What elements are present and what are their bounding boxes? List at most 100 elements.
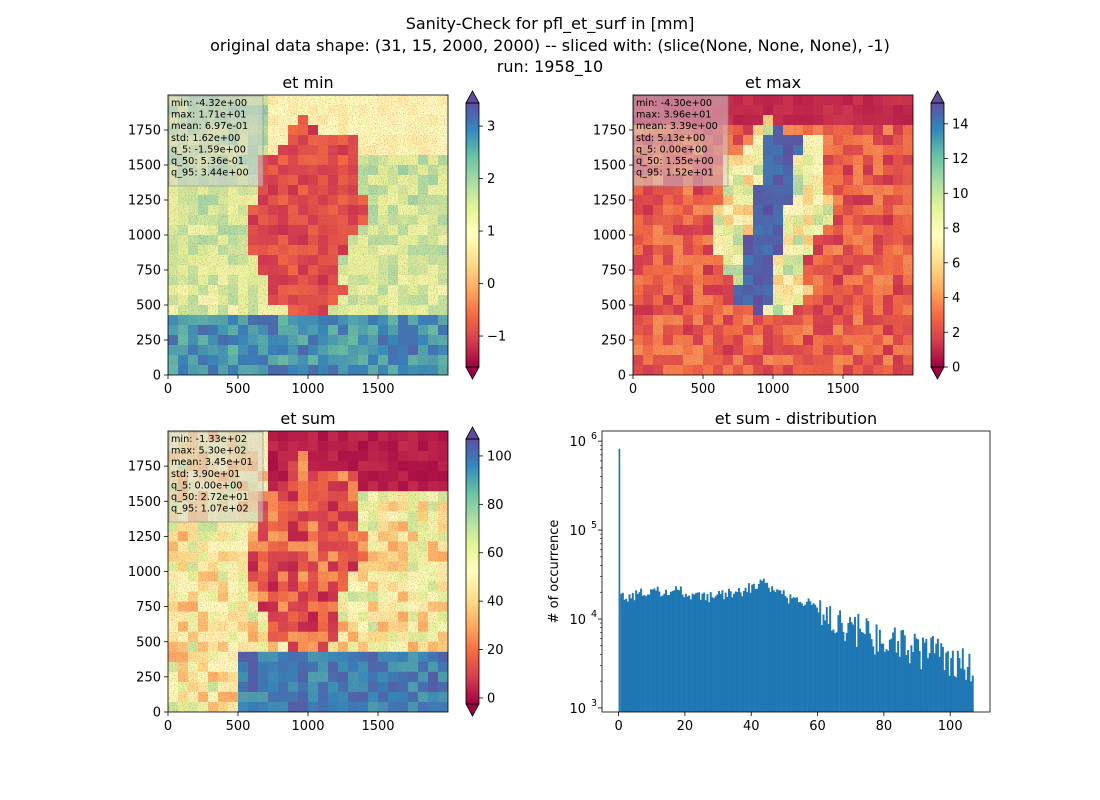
histogram-bar [832,629,835,712]
histogram-bar [936,638,939,712]
histogram-bar [726,596,729,712]
x-tick-label: 0 [614,719,622,734]
x-tick-label: 500 [226,382,251,397]
histogram-bar [860,631,863,712]
histogram-bar [820,625,823,712]
histogram-bar [817,612,820,712]
histogram-bar [862,632,865,712]
histogram-bar [958,658,961,712]
histogram-bar [688,595,691,712]
histogram-bar [943,670,946,712]
histogram-bar [885,649,888,712]
histogram-bar [746,592,749,712]
histogram-bar [971,675,974,712]
stats-line: mean: 6.97e-01 [171,121,248,132]
histogram-bar [757,583,760,712]
histogram-bar [626,601,629,712]
stats-line: q_5: -1.59e+00 [171,144,246,155]
histogram-bar [839,610,842,712]
y-tick-label: 500 [136,635,161,650]
histogram-bar [693,594,696,712]
histogram-bar [805,601,808,712]
histogram-bar [827,623,830,712]
histogram-bar [747,583,750,712]
histogram-bar [844,641,847,712]
y-tick-label: 0 [153,369,161,384]
y-tick-label: 10 [569,435,586,450]
histogram-bar [660,596,662,712]
histogram-bar [890,638,893,712]
x-tick-label: 100 [938,719,963,734]
histogram-bar [809,601,812,712]
histogram-bar [713,598,716,712]
subplot-title: et min [282,73,333,92]
histogram-bar [669,591,672,712]
x-tick-label: 1000 [291,382,324,397]
histogram-bar [800,603,803,712]
figure-title-line2: original data shape: (31, 15, 2000, 2000… [210,36,890,55]
histogram-bar [888,639,891,712]
colorbar-tick-label: 20 [487,643,504,658]
histogram-bar [930,637,933,712]
stats-line: q_95: 1.52e+01 [636,168,714,179]
histogram-bar [703,592,706,712]
histogram-bar [689,599,692,712]
histogram-bar [965,679,968,712]
histogram-bar [641,595,644,712]
stats-box [633,95,729,187]
subplot-title: et sum - distribution [715,409,877,428]
colorbar-tick-label: 6 [952,256,960,271]
histogram-bar [920,669,923,712]
stats-line: mean: 3.45e+01 [171,457,253,468]
colorbar-extend-max [465,90,480,104]
histogram-bar [842,631,845,712]
y-tick-label: 1750 [128,124,161,139]
histogram-bar [769,591,772,712]
colorbar-extend-min [465,366,480,380]
y-tick-label: 750 [136,264,161,279]
histogram-bar [751,584,754,712]
stats-line: q_50: 2.72e+01 [171,492,249,503]
colorbar-tick-label: 2 [487,172,495,187]
histogram-bar [782,590,785,712]
histogram-bar [638,592,641,712]
histogram-bar [897,641,900,712]
histogram-bar [668,594,671,712]
histogram-bar [781,593,784,712]
y-tick-label: 750 [601,264,626,279]
histogram-bar [903,635,906,712]
colorbar-tick-label: 14 [952,117,969,132]
histogram-bar [852,624,855,712]
histogram-bar [681,594,684,712]
histogram-bar [784,595,787,712]
histogram-bar [877,651,880,712]
histogram-bar [863,634,866,712]
histogram-bar [684,593,687,712]
histogram-bar [679,586,682,712]
y-tick-label: 500 [136,299,161,314]
histogram-bar [678,590,681,712]
y-tick-exponent: 6 [591,431,597,442]
y-tick-label: 1000 [128,229,161,244]
histogram-bar [648,594,651,712]
histogram-bar [819,600,822,712]
histogram-bar [744,587,747,712]
colorbar-tick-label: 12 [952,152,969,167]
x-tick-label: 1000 [291,719,324,734]
histogram-bar [651,589,654,712]
histogram-bar [913,633,916,712]
histogram-bar [850,622,853,712]
colorbar-tick-label: 0 [487,277,495,292]
histogram-bar [951,650,954,712]
y-tick-label: 10 [569,613,586,628]
y-tick-label: 10 [569,702,586,717]
histogram-bar [789,594,792,712]
histogram-bar [676,589,679,712]
y-tick-label: 1750 [128,460,161,475]
histogram-bar [845,632,848,712]
histogram-bar [742,590,745,712]
histogram-bar [797,602,800,712]
histogram-bar [714,596,717,712]
histogram-bar [719,594,722,712]
histogram-bar [691,593,694,712]
